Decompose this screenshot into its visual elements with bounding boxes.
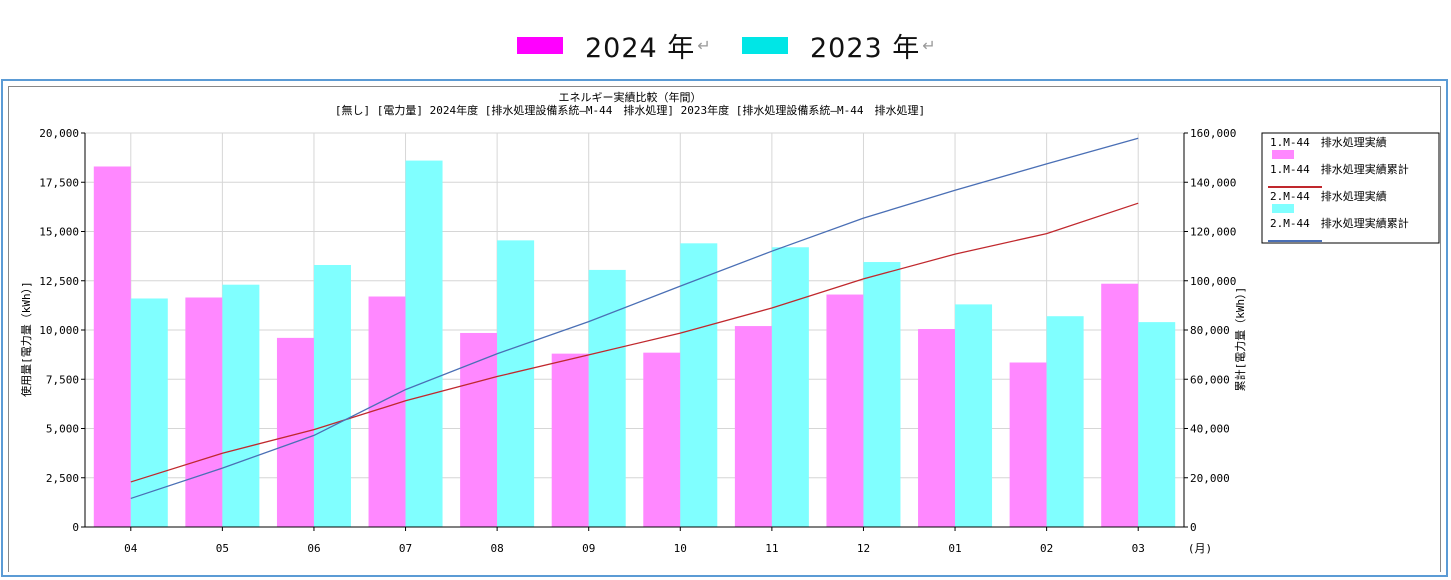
- y-tick-label-right: 140,000: [1190, 176, 1236, 189]
- cumulative-line-1: [130, 202, 1139, 483]
- return-mark-icon: ↵: [697, 35, 711, 55]
- bar-1-02: [1009, 362, 1047, 527]
- bar-2-09: [588, 269, 626, 527]
- x-tick-label: 08: [491, 542, 504, 555]
- x-tick-label: 05: [216, 542, 229, 555]
- bar-2-08: [497, 240, 535, 528]
- bar-1-04: [93, 166, 131, 527]
- y-axis-right-label: 累計[電力量（kWh）]: [1233, 287, 1247, 392]
- chart-legend: 1.M-44 排水処理実績 1.M-44 排水処理実績累計 2.M-44 排水処理実…: [1261, 132, 1440, 244]
- bar-1-08: [460, 332, 498, 527]
- legend-label-2023: 2023 年: [810, 32, 921, 64]
- bar-2-10: [680, 243, 718, 527]
- legend-entry-label: 2.M-44 排水処理実績累計: [1270, 216, 1409, 230]
- bar-1-12: [826, 294, 864, 527]
- x-tick-label: 03: [1132, 542, 1145, 555]
- top-legend: 2024 年 ↵ 2023 年 ↵: [0, 0, 1451, 80]
- bar-2-11: [771, 247, 809, 527]
- energy-comparison-chart: エネルギー実績比較（年間） [無し] [電力量] 2024年度 [排水処理設備系…: [20, 90, 1440, 555]
- bar-1-06: [276, 337, 314, 527]
- bar-2-03: [1138, 322, 1176, 527]
- bar-1-01: [918, 329, 956, 527]
- y-tick-label-right: 60,000: [1190, 373, 1230, 386]
- cumulative-line-2: [130, 137, 1139, 500]
- legend-entry-label: 1.M-44 排水処理実績累計: [1270, 162, 1409, 176]
- y-tick-label-right: 40,000: [1190, 423, 1230, 436]
- bars: [93, 160, 1176, 528]
- legend-item-2024: 2024 年 ↵: [517, 28, 711, 64]
- y-tick-label-left: 17,500: [39, 176, 79, 189]
- x-tick-label: 09: [582, 542, 595, 555]
- x-tick-label: 11: [765, 542, 778, 555]
- chart-subtitle: [無し] [電力量] 2024年度 [排水処理設備系統―M-44 排水処理] 2…: [335, 103, 925, 117]
- bar-1-05: [185, 297, 223, 527]
- chart-title: エネルギー実績比較（年間）: [559, 90, 702, 104]
- legend-swatch-2023: [742, 36, 788, 54]
- x-tick-label: 10: [674, 542, 687, 555]
- legend-swatch-2024: [517, 36, 563, 54]
- bar-2-12: [863, 262, 901, 527]
- x-tick-label: 01: [948, 542, 961, 555]
- y-tick-label-left: 5,000: [46, 423, 79, 436]
- axes: 0 2,500 5,000 7,500 10,000 12,500 15,000 17,500…: [39, 127, 1236, 555]
- bar-2-05: [222, 284, 260, 527]
- bar-2-06: [313, 264, 351, 527]
- return-mark-icon: ↵: [922, 35, 936, 55]
- y-axis-left-label: 使用量[電力量（kWh）]: [20, 281, 33, 397]
- x-tick-label: 12: [857, 542, 870, 555]
- x-tick-label: 07: [399, 542, 412, 555]
- y-tick-label-left: 20,000: [39, 127, 79, 140]
- y-tick-label-right: 120,000: [1190, 226, 1236, 239]
- bar-2-01: [955, 304, 993, 527]
- y-tick-label-left: 15,000: [39, 226, 79, 239]
- y-tick-label-right: 0: [1190, 521, 1197, 534]
- chart-inner-border: [8, 86, 1441, 572]
- chart-frame: エネルギー実績比較（年間） [無し] [電力量] 2024年度 [排水処理設備系…: [1, 79, 1448, 577]
- bar-2-07: [405, 160, 443, 527]
- legend-entry-swatch: [1272, 204, 1294, 213]
- bar-2-02: [1046, 316, 1084, 527]
- legend-item-2023: 2023 年 ↵: [742, 28, 936, 64]
- legend-entry-label: 1.M-44 排水処理実績: [1270, 135, 1387, 149]
- y-tick-label-right: 100,000: [1190, 275, 1236, 288]
- x-axis-unit: (月): [1188, 542, 1212, 555]
- y-tick-label-left: 12,500: [39, 275, 79, 288]
- bar-1-03: [1101, 283, 1139, 527]
- cumulative-lines: [130, 137, 1139, 500]
- legend-label-2024: 2024 年: [585, 32, 696, 64]
- x-tick-label: 06: [307, 542, 320, 555]
- y-tick-label-left: 10,000: [39, 324, 79, 337]
- bar-1-09: [551, 353, 589, 527]
- x-tick-label: 04: [124, 542, 138, 555]
- y-tick-label-right: 160,000: [1190, 127, 1236, 140]
- legend-entry-label: 2.M-44 排水処理実績: [1270, 189, 1387, 203]
- bar-1-11: [734, 326, 772, 527]
- y-tick-label-left: 7,500: [46, 373, 79, 386]
- bar-1-10: [643, 352, 681, 527]
- y-tick-label-left: 2,500: [46, 472, 79, 485]
- bar-1-07: [368, 296, 406, 527]
- y-tick-label-right: 20,000: [1190, 472, 1230, 485]
- legend-entry-swatch: [1272, 150, 1294, 159]
- y-tick-label-left: 0: [72, 521, 79, 534]
- y-tick-label-right: 80,000: [1190, 324, 1230, 337]
- x-tick-label: 02: [1040, 542, 1053, 555]
